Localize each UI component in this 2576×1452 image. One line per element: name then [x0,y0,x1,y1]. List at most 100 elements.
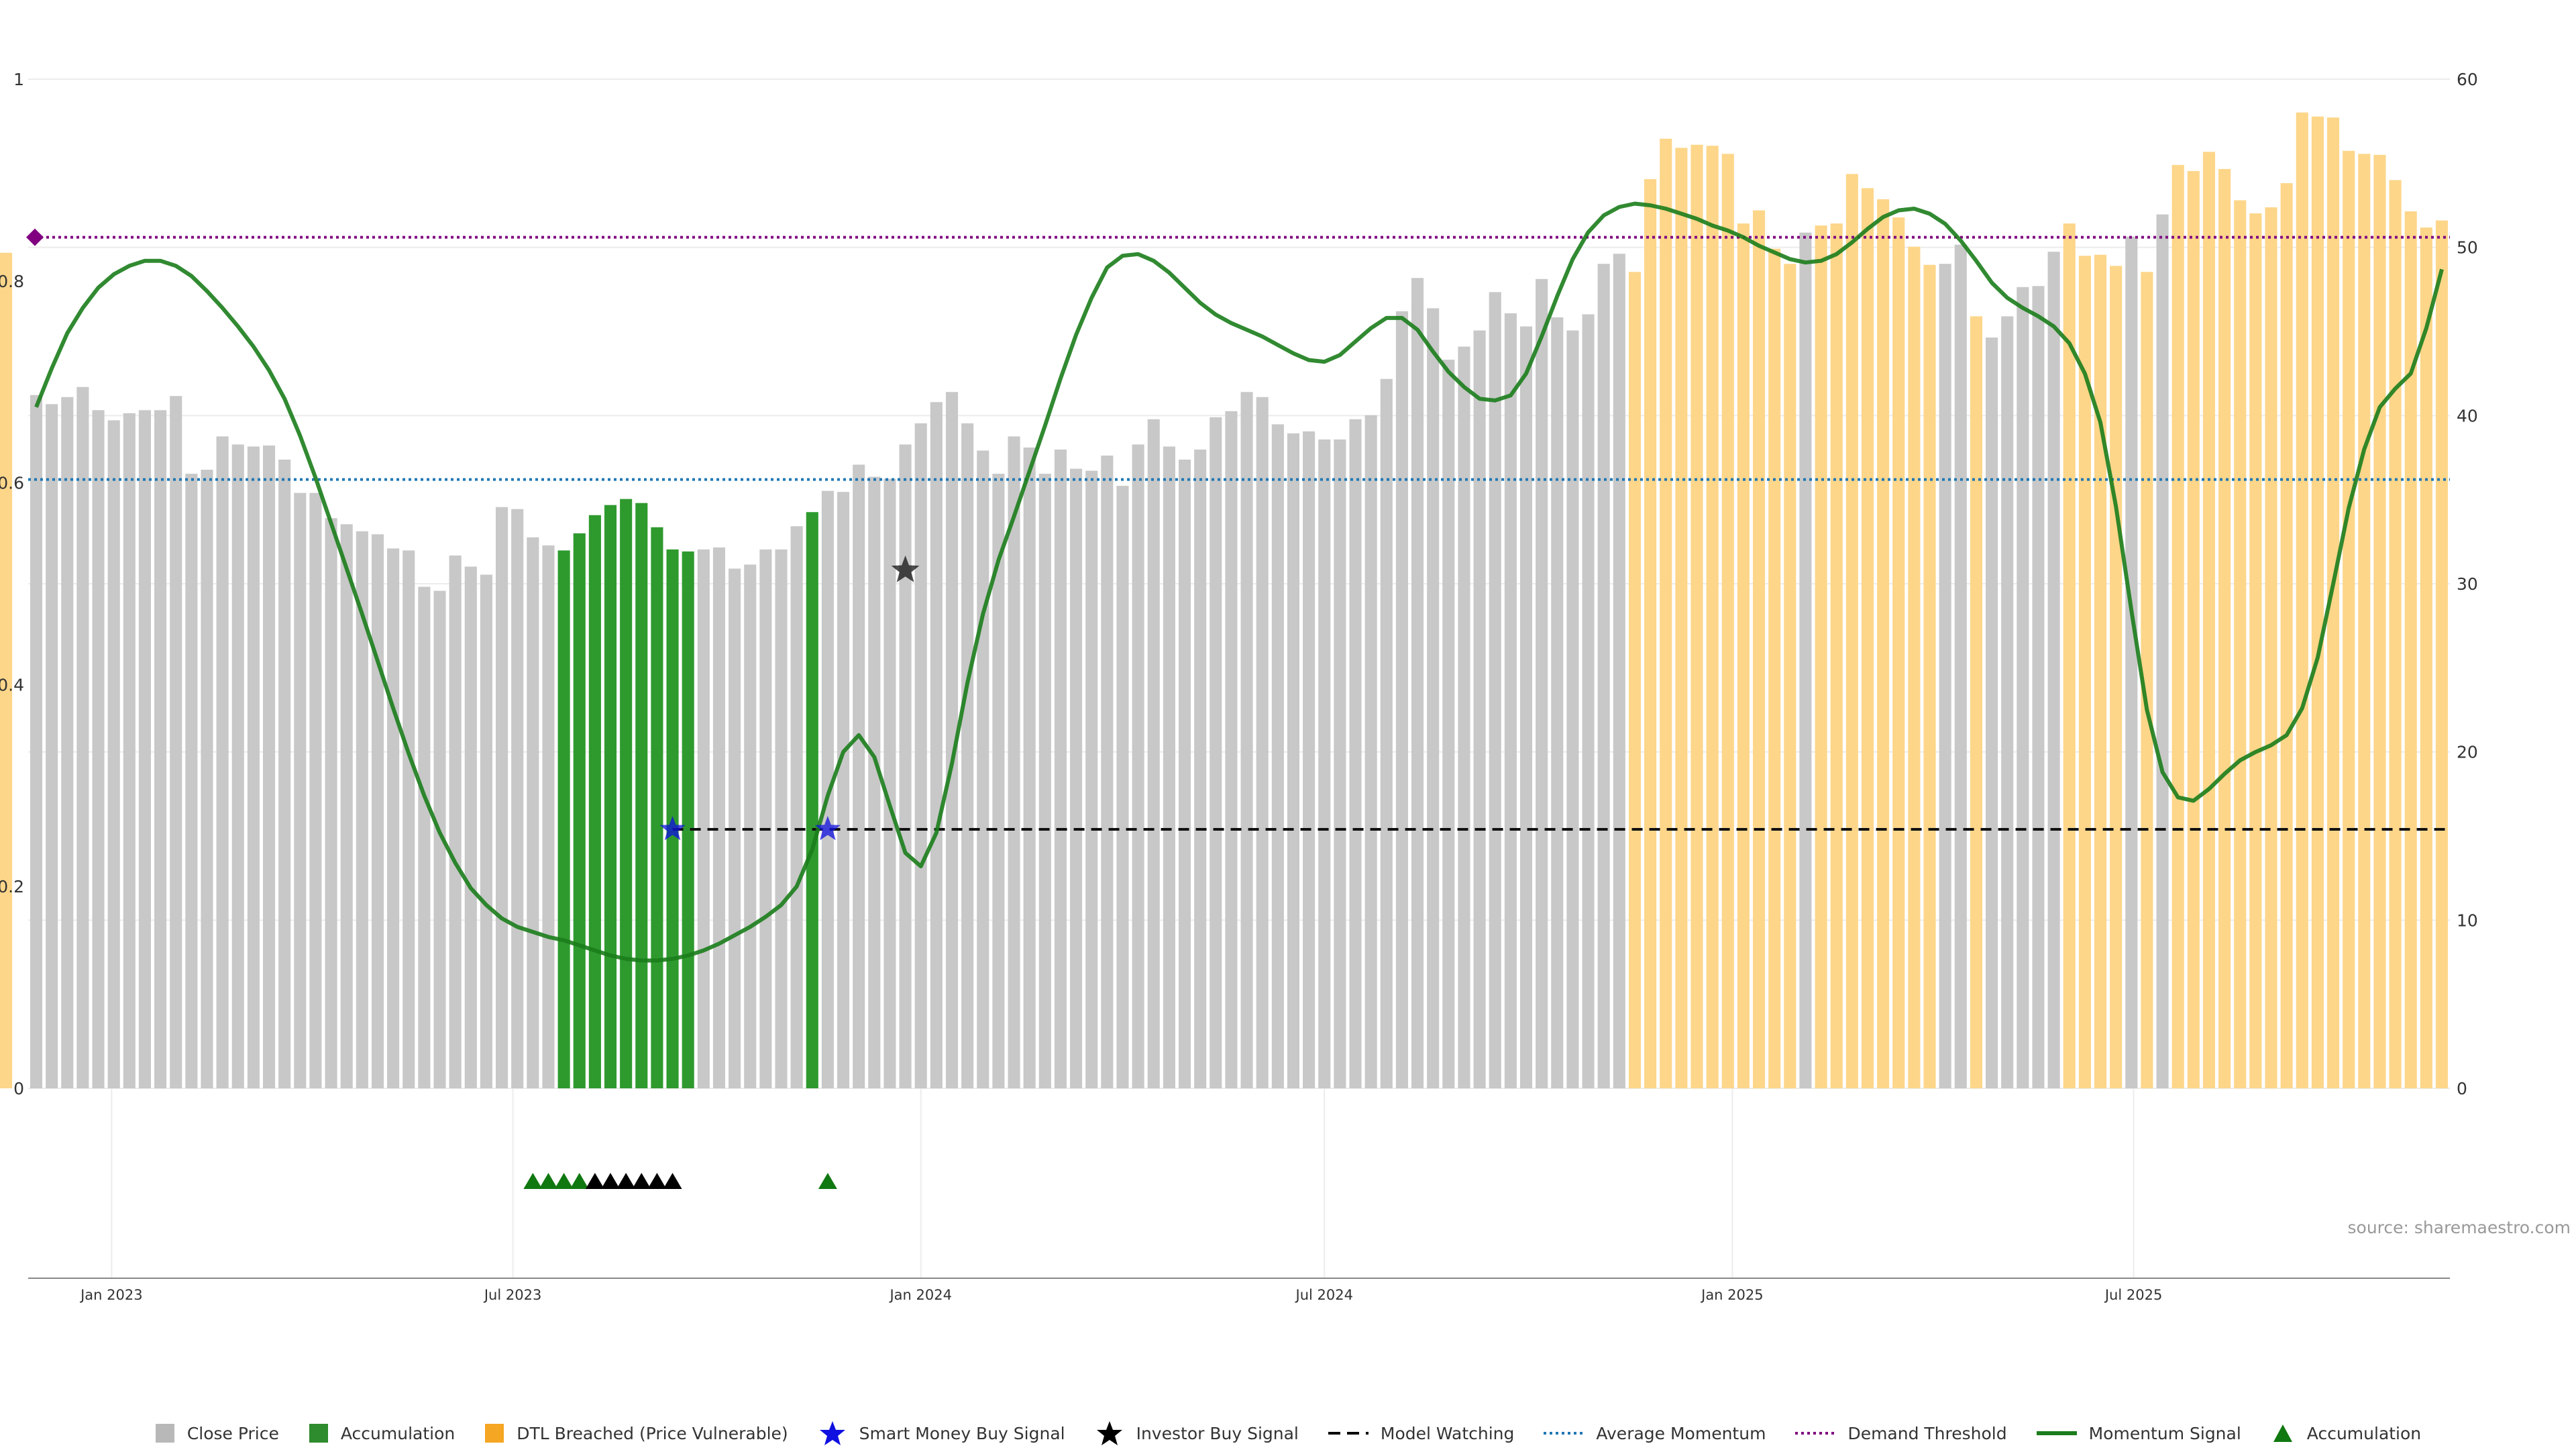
legend-item: Model Watching [1328,1424,1514,1443]
x-tick-label: Jul 2023 [483,1287,541,1303]
investor-triangle [647,1173,667,1189]
source-credit: source: sharemaestro.com [2347,1218,2571,1237]
price-bar [1023,447,1036,1088]
y-right-tick-label: 40 [2457,406,2478,425]
x-tick-label: Jul 2025 [2104,1287,2162,1303]
price-bar [1970,316,1982,1089]
price-bar [185,474,198,1088]
price-bar [107,420,120,1088]
price-bar [1752,210,1766,1088]
price-bar [247,446,260,1088]
y-left-tick-label: 1 [13,70,24,89]
legend: Close Price Accumulation DTL Breached (Pri… [0,1414,2576,1452]
price-bar [1008,436,1020,1088]
price-bar [1815,225,1827,1089]
price-bar [2141,272,2153,1088]
price-bar [511,509,524,1088]
price-bar [868,476,881,1088]
investor-buy-star [891,555,920,582]
investor-triangle [585,1173,604,1189]
grid [28,79,2450,1278]
price-bar [1489,292,1501,1088]
accumulation-triangle [818,1173,837,1189]
price-bar [2156,214,2169,1088]
accumulation-triangle [539,1173,558,1189]
price-bar [231,444,244,1088]
price-bar [123,413,136,1088]
price-bar [1101,455,1114,1088]
price-bar [2373,154,2386,1088]
price-bar [620,499,633,1088]
price-bar [1845,174,1858,1089]
price-bar [464,566,477,1088]
price-bar [1582,314,1595,1088]
price-bar [216,436,229,1088]
legend-label: Average Momentum [1596,1423,1766,1443]
price-bar [1923,264,1936,1089]
legend-item: Close Price [155,1423,279,1443]
price-bar [604,505,617,1088]
price-bar [1954,244,1967,1088]
price-bar [1737,223,1750,1088]
price-bar [1318,439,1331,1088]
price-bar [1675,148,1688,1089]
price-bar [1458,346,1470,1088]
price-bar [61,397,74,1088]
price-bar [371,534,384,1088]
price-bar [1256,397,1269,1088]
price-bar [2435,220,2449,1088]
price-bar [1070,468,1083,1088]
price-bar [1908,246,1921,1088]
accumulation-triangle [554,1173,574,1189]
price-bar [2032,286,2045,1088]
price-bar [2296,112,2308,1089]
price-bar [899,444,912,1088]
price-bar [325,518,337,1088]
price-bar [1597,264,1610,1089]
price-bar [2326,117,2340,1089]
price-bar [542,545,555,1088]
legend-item: DTL Breached (Price Vulnerable) [484,1423,788,1443]
price-bar [1240,392,1253,1088]
price-bar [170,396,182,1088]
demand-threshold-marker [26,228,44,246]
price-bar [1504,313,1517,1089]
y-right-tick-label: 0 [2457,1079,2467,1098]
legend-label: Accumulation [2306,1423,2422,1443]
price-bar [1690,144,1703,1088]
price-bar [76,386,89,1088]
x-tick-label: Jan 2024 [888,1287,952,1303]
price-bar [1768,248,1781,1088]
price-bar [2078,256,2091,1089]
price-bar [1147,419,1160,1088]
price-bar [1986,338,1998,1089]
price-bar [2265,207,2277,1088]
price-bar [2094,254,2107,1088]
legend-item: Average Momentum [1544,1424,1766,1443]
legend-item: Accumulation [2271,1423,2421,1443]
price-bar [1784,264,1796,1089]
price-bar [2001,316,2014,1089]
legend-label: Investor Buy Signal [1136,1423,1299,1443]
price-bar [2063,223,2076,1088]
price-bar [309,492,322,1088]
accumulation-triangle [523,1173,543,1189]
legend-item: Demand Threshold [1795,1424,2007,1443]
legend-label: Accumulation [340,1423,455,1443]
legend-item: Investor Buy Signal [1095,1420,1299,1447]
price-bar [480,574,492,1088]
price-bar [1613,254,1625,1088]
price-bar [1411,278,1424,1089]
legend-label: Momentum Signal [2088,1423,2241,1443]
price-bar [356,531,368,1088]
price-bar [433,590,446,1088]
price-bar [837,492,850,1088]
price-bar [1566,330,1579,1089]
price-bar [651,527,663,1088]
price-bar [775,549,788,1088]
price-bar [573,533,586,1088]
legend-item: Accumulation [309,1423,455,1443]
price-bar [527,537,539,1088]
price-bar [557,550,570,1088]
